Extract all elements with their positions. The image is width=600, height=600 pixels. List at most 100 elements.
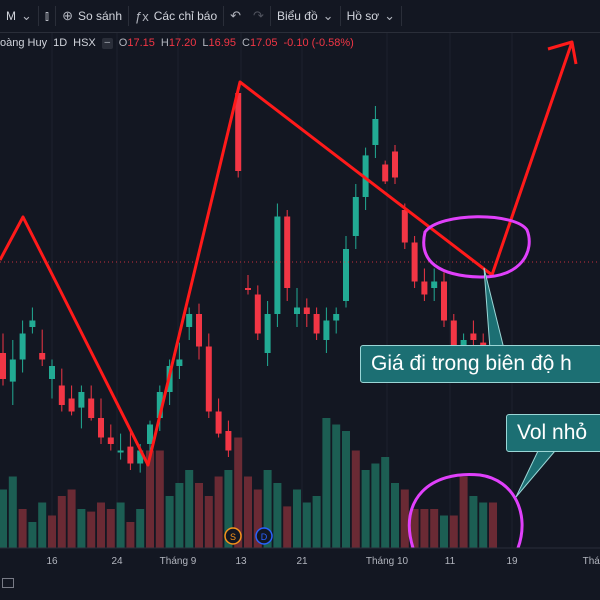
candle-body [264,314,271,353]
candle [313,307,320,340]
x-tick-label: 11 [444,556,456,567]
toolbar-divider [128,6,130,26]
timeframe-button[interactable]: M ⌄ [0,0,38,32]
price-range-callout[interactable]: Giá đi trong biên độ h [360,345,600,383]
volume-bar [459,476,468,548]
volume-bar [87,511,96,548]
profile-button[interactable]: Hồ sơ ⌄ [341,0,401,32]
event-marker-s[interactable]: S [224,527,242,545]
indicators-button[interactable]: ƒx Các chỉ báo [129,0,223,32]
candle [235,86,242,178]
candle-body [107,437,114,444]
candle [343,236,349,308]
candle-body [9,359,16,382]
compare-label: So sánh [77,9,123,23]
candle [215,398,222,438]
candle [245,275,251,295]
candle-body [127,446,134,464]
volume-bar [38,502,47,548]
candle-body [88,398,95,418]
candle [333,307,340,334]
candle-body [205,346,212,412]
candle [9,340,16,405]
chart-type-button[interactable]: Biểu đồ ⌄ [271,0,340,32]
candle-body [470,333,477,340]
timeframe-label: M [6,9,16,23]
candle-body [343,249,349,301]
volume-bar [146,450,154,548]
volume-bar [479,502,488,548]
candle [127,431,134,470]
volume-bar [440,515,448,548]
callout-pointer-vol [515,450,557,498]
volume-bar [410,509,419,548]
function-icon: ƒx [135,8,149,24]
volume-bar [175,483,184,548]
volume-bar [224,470,233,548]
candle [401,203,408,249]
candle-body [78,392,85,408]
volume-bar [293,489,301,548]
toolbar-divider [223,6,225,26]
candle-body [294,307,300,314]
candle [196,303,202,360]
candle [264,301,271,366]
candle-body [137,450,144,464]
candlestick-icon: ⫾ [44,8,50,23]
candle [88,385,95,421]
candle-body [68,398,75,412]
volume-bar [136,509,145,548]
candle [39,329,46,366]
layout-icon[interactable] [2,578,14,588]
candle-body [254,294,261,334]
compare-button[interactable]: ⊕ So sánh [56,0,128,32]
volume-bar [449,515,458,548]
candle [156,385,163,431]
candle-body [0,353,6,379]
volume-bar [420,509,429,548]
candle [431,268,438,301]
chevron-down-icon: ⌄ [21,8,32,23]
candle-body [441,281,447,321]
ohlc-open: O17.15 [118,37,155,49]
candle [117,433,124,460]
event-marker-d[interactable]: D [255,527,273,545]
arrow-head [547,40,578,65]
candle-body [274,216,281,314]
volume-bar [97,502,105,548]
volume-bar [8,476,17,548]
candle [0,333,6,386]
candle-body [303,307,310,314]
undo-button[interactable]: ↶ [224,0,247,32]
candle-body [392,151,398,178]
redo-button[interactable]: ↷ [247,0,270,32]
top-toolbar: M ⌄ ⫾ ⊕ So sánh ƒx Các chỉ báo ↶ ↷ Biểu … [0,0,600,33]
volume-circle[interactable] [407,472,524,549]
volume-bar [400,489,409,548]
symbol-name[interactable]: oàng Huy [0,37,48,49]
candle-body [215,411,222,434]
candle-style-button[interactable]: ⫾ [39,0,55,32]
volume-bar [302,502,311,548]
callout-pointer-price [483,267,505,350]
trend-drawing[interactable] [0,40,578,549]
candle [382,160,389,184]
volume-bar [77,509,86,548]
candle [372,106,379,158]
volume-bar [165,496,174,548]
volume-bar [489,502,497,548]
price-range-circle[interactable] [422,215,531,279]
collapse-legend-icon[interactable]: – [101,37,113,49]
volume-bar [18,509,27,548]
volume-bar [391,483,399,548]
toolbar-divider [269,6,271,26]
volume-callout[interactable]: Vol nhỏ [506,414,600,452]
volume-bar [106,509,115,548]
volume-bar [351,450,360,548]
volume-bar [155,450,164,548]
candle [441,272,447,327]
candle-body [49,366,55,379]
x-tick-label: 19 [506,556,518,567]
candle-body [29,320,36,327]
